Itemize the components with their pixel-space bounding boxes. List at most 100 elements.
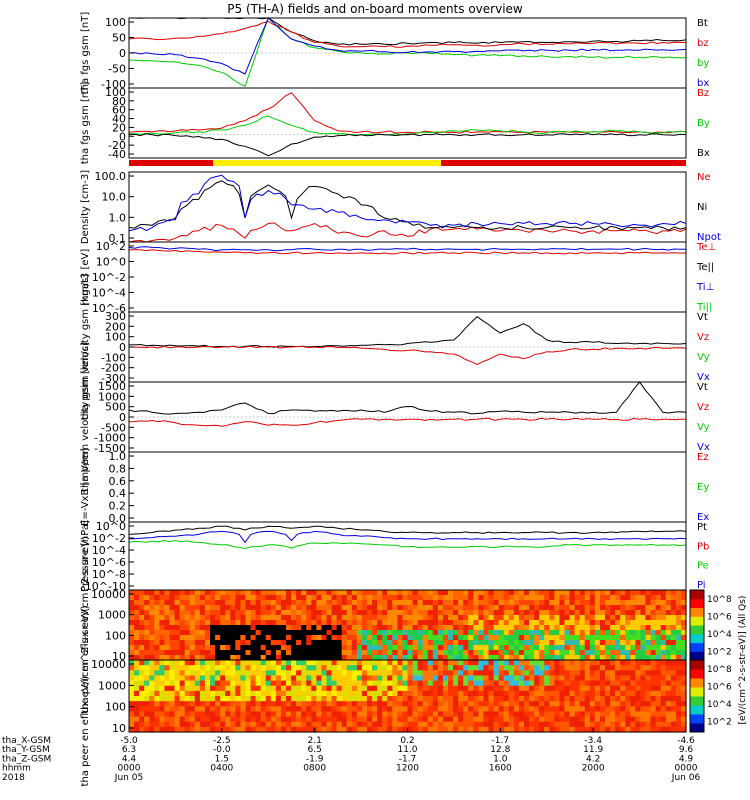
heatmap-cell (483, 650, 490, 656)
heatmap-cell (265, 645, 272, 651)
heatmap-cell (513, 630, 520, 636)
heatmap-cell (240, 655, 247, 661)
heatmap-cell (635, 590, 642, 596)
heatmap-cell (280, 590, 287, 596)
heatmap-cell (189, 625, 196, 631)
heatmap-cell (361, 620, 368, 626)
heatmap-cell (285, 696, 292, 702)
heatmap-cell (427, 721, 434, 728)
heatmap-cell (144, 711, 150, 718)
heatmap-cell (589, 630, 596, 636)
heatmap-cell (341, 595, 348, 601)
heatmap-cell (412, 595, 419, 601)
heatmap-cell (589, 645, 596, 651)
heatmap-cell (372, 706, 378, 713)
heatmap-cell (235, 706, 241, 713)
heatmap-cell (235, 590, 241, 596)
heatmap-cell (215, 665, 221, 671)
heatmap-cell (473, 711, 479, 718)
heatmap-cell (159, 726, 166, 733)
heatmap-cell (437, 630, 444, 636)
heatmap-cell (625, 625, 631, 631)
heatmap-cell (306, 665, 312, 671)
heatmap-cell (483, 660, 490, 666)
heatmap-cell (392, 660, 398, 666)
heatmap-cell (453, 645, 459, 651)
heatmap-cell (468, 690, 474, 697)
heatmap-cell (599, 685, 606, 692)
heatmap-cell (372, 645, 378, 651)
heatmap-cell (285, 706, 292, 713)
heatmap-cell (544, 670, 550, 677)
heatmap-cell (442, 675, 449, 682)
heatmap-cell (397, 670, 404, 677)
heatmap-cell (473, 716, 479, 723)
heatmap-cell (650, 685, 657, 692)
heatmap-cell (361, 640, 368, 646)
heatmap-cell (635, 685, 642, 692)
heatmap-cell (189, 696, 196, 702)
heatmap-cell (387, 660, 393, 666)
heatmap-cell (392, 690, 398, 697)
heatmap-cell (458, 716, 464, 723)
heatmap-cell (199, 675, 206, 682)
heatmap-cell (184, 680, 191, 687)
heatmap-cell (316, 645, 323, 651)
heatmap-cell (144, 600, 150, 606)
heatmap-cell (675, 595, 682, 601)
heatmap-cell (513, 635, 520, 641)
heatmap-cell (346, 696, 353, 702)
heatmap-cell (270, 605, 277, 611)
y-tick-label: 10.0 (102, 191, 127, 204)
heatmap-cell (604, 655, 611, 661)
heatmap-cell (407, 650, 414, 656)
heatmap-cell (194, 690, 201, 697)
heatmap-cell (594, 605, 601, 611)
y-tick-label: -100 (101, 351, 126, 364)
heatmap-cell (199, 600, 206, 606)
heatmap-cell (508, 645, 515, 651)
heatmap-cell (518, 610, 525, 616)
heatmap-cell (377, 660, 383, 666)
heatmap-cell (412, 655, 419, 661)
heatmap-cell (139, 670, 145, 677)
heatmap-cell (655, 625, 662, 631)
heatmap-cell (523, 701, 530, 707)
heatmap-cell (356, 660, 363, 666)
heatmap-cell (174, 650, 181, 656)
heatmap-cell (458, 726, 464, 733)
heatmap-cell (215, 595, 221, 601)
heatmap-cell (199, 605, 206, 611)
heatmap-cell (301, 625, 307, 631)
heatmap-cell (265, 610, 272, 616)
heatmap-cell (134, 670, 140, 677)
heatmap-cell (174, 590, 181, 596)
heatmap-cell (407, 600, 414, 606)
heatmap-cell (645, 645, 652, 651)
heatmap-cell (660, 670, 667, 677)
heatmap-cell (640, 685, 647, 692)
heatmap-cell (569, 711, 576, 718)
heatmap-cell (513, 610, 520, 616)
heatmap-cell (594, 716, 601, 723)
heatmap-cell (554, 706, 561, 713)
heatmap-cell (610, 600, 616, 606)
heatmap-cell (275, 670, 282, 677)
heatmap-cell (640, 660, 647, 666)
heatmap-cell (483, 625, 490, 631)
heatmap-cell (539, 726, 545, 733)
heatmap-cell (584, 625, 591, 631)
heatmap-cell (326, 660, 333, 666)
heatmap-cell (270, 650, 277, 656)
heatmap-cell (144, 726, 150, 733)
heatmap-cell (432, 640, 439, 646)
heatmap-cell (650, 640, 657, 646)
heatmap-cell (139, 635, 145, 641)
heatmap-cell (432, 716, 439, 723)
bottom-value: 0400 (210, 764, 233, 774)
heatmap-cell (260, 726, 267, 733)
heatmap-cell (448, 605, 454, 611)
heatmap-cell (635, 721, 642, 728)
heatmap-cell (463, 716, 469, 723)
heatmap-cell (169, 625, 176, 631)
